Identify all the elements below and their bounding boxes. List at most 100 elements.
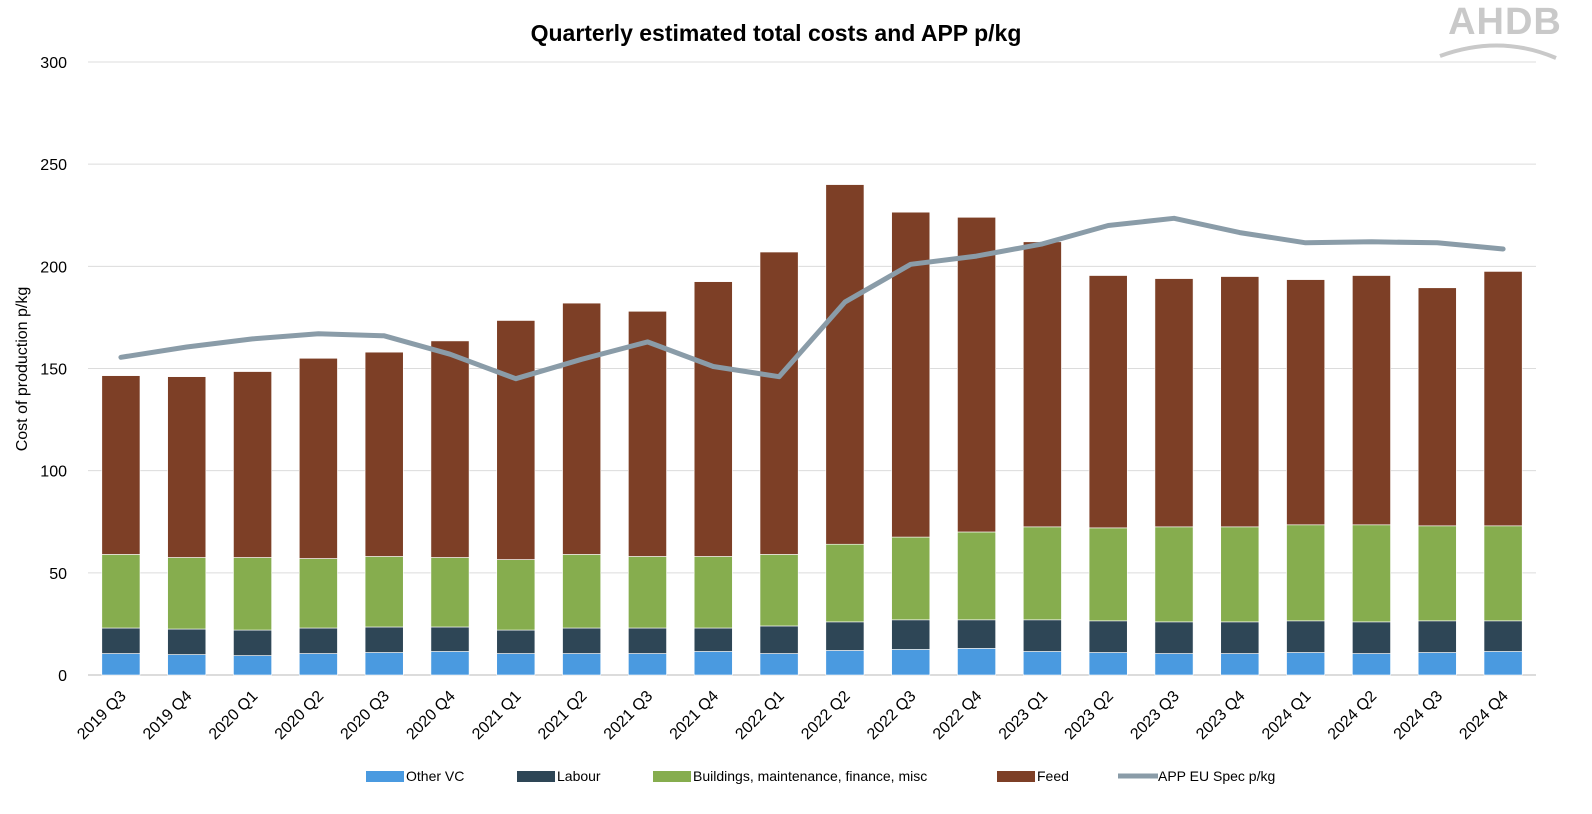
bar-other-vc bbox=[825, 650, 865, 676]
bar-buildings-maintenance-finance-misc bbox=[891, 536, 931, 621]
bar-feed bbox=[1154, 278, 1194, 528]
bar-other-vc bbox=[430, 651, 470, 676]
y-tick-label: 250 bbox=[40, 157, 67, 174]
bar-labour bbox=[759, 625, 799, 654]
bar-buildings-maintenance-finance-misc bbox=[562, 554, 602, 629]
bar-labour bbox=[364, 626, 404, 653]
x-tick-label: 2020 Q4 bbox=[403, 688, 458, 743]
bar-feed bbox=[1417, 287, 1457, 527]
bar-feed bbox=[496, 320, 536, 560]
bar-labour bbox=[298, 627, 338, 654]
bar-other-vc bbox=[1483, 651, 1523, 676]
bar-feed bbox=[364, 351, 404, 557]
bar-feed bbox=[825, 184, 865, 545]
x-tick-label: 2022 Q1 bbox=[732, 688, 787, 743]
y-tick-label: 200 bbox=[40, 259, 67, 276]
bar-other-vc bbox=[562, 653, 602, 676]
x-tick-label: 2023 Q4 bbox=[1193, 688, 1248, 743]
y-tick-label: 0 bbox=[58, 668, 67, 685]
x-tick-label: 2023 Q3 bbox=[1127, 688, 1182, 743]
bar-other-vc bbox=[1154, 653, 1194, 676]
bar-labour bbox=[891, 619, 931, 650]
bar-buildings-maintenance-finance-misc bbox=[298, 558, 338, 629]
x-tick-label: 2022 Q3 bbox=[864, 688, 919, 743]
bar-buildings-maintenance-finance-misc bbox=[628, 556, 667, 629]
bar-buildings-maintenance-finance-misc bbox=[1483, 525, 1523, 622]
legend-label: Buildings, maintenance, finance, misc bbox=[693, 768, 927, 784]
x-tick-label: 2024 Q2 bbox=[1325, 688, 1380, 743]
bar-labour bbox=[233, 629, 272, 656]
bar-other-vc bbox=[1286, 652, 1326, 676]
bar-feed bbox=[562, 302, 602, 555]
x-tick-label: 2021 Q1 bbox=[469, 688, 524, 743]
legend-label: Feed bbox=[1037, 768, 1069, 784]
bar-buildings-maintenance-finance-misc bbox=[430, 557, 470, 628]
bar-labour bbox=[562, 627, 602, 654]
bar-other-vc bbox=[759, 653, 799, 676]
legend-label: Labour bbox=[557, 768, 601, 784]
bar-labour bbox=[628, 627, 667, 654]
bar-buildings-maintenance-finance-misc bbox=[693, 556, 733, 629]
bar-labour bbox=[1286, 620, 1326, 653]
bar-other-vc bbox=[628, 653, 667, 676]
x-tick-label: 2021 Q3 bbox=[601, 688, 656, 743]
app-eu-spec-line bbox=[118, 215, 1506, 382]
bar-feed bbox=[1286, 279, 1326, 526]
y-tick-label: 150 bbox=[40, 362, 67, 379]
x-tick-label: 2020 Q3 bbox=[338, 688, 393, 743]
bar-other-vc bbox=[1022, 651, 1062, 676]
x-tick-label: 2021 Q2 bbox=[535, 688, 590, 743]
bar-buildings-maintenance-finance-misc bbox=[1417, 525, 1457, 622]
bar-feed bbox=[430, 340, 470, 558]
bar-buildings-maintenance-finance-misc bbox=[496, 559, 536, 631]
legend-label: Other VC bbox=[406, 768, 464, 784]
bar-feed bbox=[759, 251, 799, 555]
x-tick-label: 2021 Q4 bbox=[667, 688, 722, 743]
bar-other-vc bbox=[364, 652, 404, 676]
bar-buildings-maintenance-finance-misc bbox=[1154, 526, 1194, 623]
legend-label: APP EU Spec p/kg bbox=[1158, 768, 1275, 784]
bar-feed bbox=[1352, 275, 1391, 526]
bar-feed bbox=[693, 281, 733, 557]
bar-buildings-maintenance-finance-misc bbox=[1220, 526, 1260, 623]
bar-labour bbox=[101, 627, 141, 654]
bar-labour bbox=[957, 619, 996, 649]
bar-buildings-maintenance-finance-misc bbox=[233, 557, 272, 631]
bar-feed bbox=[957, 216, 996, 533]
bar-feed bbox=[1220, 276, 1260, 528]
chart-title: Quarterly estimated total costs and APP … bbox=[531, 20, 1022, 46]
bar-other-vc bbox=[298, 653, 338, 676]
bar-buildings-maintenance-finance-misc bbox=[364, 556, 404, 628]
bar-labour bbox=[1483, 620, 1523, 652]
legend-swatch bbox=[653, 771, 691, 782]
x-tick-label: 2022 Q2 bbox=[798, 688, 853, 743]
bar-feed bbox=[298, 357, 338, 559]
bar-other-vc bbox=[1417, 652, 1457, 676]
bar-labour bbox=[1088, 620, 1128, 653]
bar-labour bbox=[693, 627, 733, 652]
bar-other-vc bbox=[1352, 653, 1391, 676]
bar-other-vc bbox=[101, 653, 141, 676]
bar-labour bbox=[1022, 619, 1062, 652]
bar-buildings-maintenance-finance-misc bbox=[1286, 524, 1326, 622]
x-tick-label: 2020 Q2 bbox=[272, 688, 327, 743]
x-tick-labels: 2019 Q3 2019 Q4 2020 Q1 2020 Q2 2020 Q3 2020 … bbox=[74, 688, 1512, 743]
legend-swatch bbox=[517, 771, 555, 782]
ahdb-logo: AHDB bbox=[1439, 1, 1561, 60]
bar-feed bbox=[101, 375, 141, 555]
bar-feed bbox=[233, 371, 272, 558]
x-tick-label: 2023 Q2 bbox=[1062, 688, 1117, 743]
bar-other-vc bbox=[957, 648, 996, 676]
bar-other-vc bbox=[891, 649, 931, 676]
bar-series bbox=[101, 184, 1523, 676]
x-tick-label: 2024 Q3 bbox=[1391, 688, 1446, 743]
bar-buildings-maintenance-finance-misc bbox=[101, 554, 141, 629]
bar-feed bbox=[628, 310, 667, 557]
bar-buildings-maintenance-finance-misc bbox=[957, 531, 996, 621]
bar-labour bbox=[825, 621, 865, 651]
bar-labour bbox=[1154, 621, 1194, 654]
bar-buildings-maintenance-finance-misc bbox=[825, 543, 865, 623]
bar-other-vc bbox=[496, 653, 536, 676]
bar-labour bbox=[1417, 620, 1457, 653]
